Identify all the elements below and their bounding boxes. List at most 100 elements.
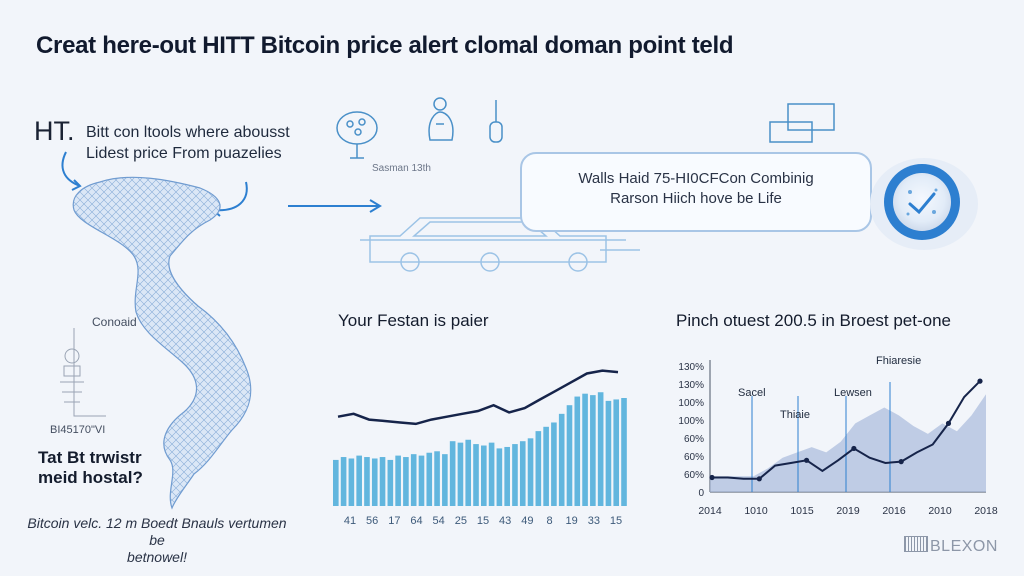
callout-line-1: Walls Haid 75-HI0CFCon Combinig bbox=[578, 170, 814, 187]
x-tick-label: 19 bbox=[566, 515, 578, 527]
x-tick-label: 56 bbox=[366, 515, 378, 527]
map-footnote: Bitcoin velc. 12 m Boedt Bnauls vertumen… bbox=[26, 515, 288, 566]
data-point bbox=[851, 445, 857, 452]
page-title: Creat here-out HITT Bitcoin price alert … bbox=[36, 32, 734, 59]
bar bbox=[457, 442, 464, 506]
bar bbox=[605, 400, 612, 506]
bar bbox=[395, 455, 401, 506]
bar bbox=[597, 392, 604, 506]
data-point bbox=[709, 474, 715, 481]
bar bbox=[465, 439, 472, 506]
bar bbox=[512, 444, 518, 506]
x-tick-label: 43 bbox=[499, 515, 511, 527]
vehicle-sketch-icon bbox=[360, 217, 640, 272]
callout-box bbox=[520, 152, 872, 232]
question-line-2: meid hostal? bbox=[38, 468, 143, 487]
bar bbox=[574, 396, 581, 506]
bar bbox=[613, 399, 620, 506]
series-line bbox=[337, 369, 619, 426]
x-tick-label: 15 bbox=[477, 515, 489, 527]
brand-mark-icon bbox=[904, 536, 928, 552]
map-leader-lines bbox=[60, 328, 106, 417]
bar bbox=[590, 395, 596, 506]
bar bbox=[418, 455, 425, 506]
x-tick-label: 2010 bbox=[928, 505, 952, 517]
bar bbox=[481, 445, 487, 506]
series-line bbox=[712, 380, 981, 480]
bar bbox=[434, 451, 440, 506]
brand-name: BLEXON bbox=[930, 538, 998, 555]
data-point bbox=[945, 420, 952, 426]
y-tick-label: 0 bbox=[698, 488, 704, 499]
icon-caption: Sasman 13th bbox=[372, 163, 431, 174]
bar bbox=[551, 422, 557, 506]
bar bbox=[387, 459, 394, 506]
bar bbox=[410, 454, 417, 506]
y-tick-label: 60% bbox=[684, 452, 704, 463]
data-point bbox=[803, 457, 810, 463]
lever-icon bbox=[489, 100, 503, 143]
documents-icon bbox=[769, 103, 835, 143]
x-tick-label: 54 bbox=[433, 515, 445, 527]
bar bbox=[364, 457, 370, 506]
bar bbox=[371, 458, 378, 506]
bar bbox=[340, 457, 347, 506]
y-tick-label: 60% bbox=[684, 470, 704, 481]
structure-icon bbox=[60, 348, 84, 403]
bar-line-chart: 41 56 17 64 54 25 15 43 49 8 19 33 15 bbox=[333, 369, 627, 527]
bar bbox=[403, 457, 409, 506]
map-question: Tat Bt trwistr meid hostal? bbox=[38, 448, 143, 488]
bar bbox=[449, 441, 456, 506]
data-point bbox=[898, 459, 904, 465]
intro-line-2: Lidest price From puazelies bbox=[86, 145, 282, 162]
y-tick-label: 100% bbox=[678, 398, 704, 409]
y-tick-label: 100% bbox=[678, 416, 704, 427]
data-point bbox=[756, 476, 762, 482]
footnote-line-1: Bitcoin velc. 12 m Boedt Bnauls vertumen… bbox=[27, 515, 287, 548]
bar bbox=[356, 455, 362, 506]
annotation-label: Lewsen bbox=[834, 387, 872, 399]
map-label-top: Conoaid bbox=[92, 315, 137, 329]
x-tick-label: 15 bbox=[610, 515, 622, 527]
bar bbox=[558, 413, 565, 506]
map-label-code: BI45170"VI bbox=[50, 424, 106, 436]
annotation-label: Sacel bbox=[738, 387, 766, 399]
bar bbox=[535, 431, 542, 506]
y-tick-label: 130% bbox=[678, 362, 704, 373]
tree-icon bbox=[336, 111, 378, 159]
check-badge-icon bbox=[870, 158, 978, 250]
bar bbox=[379, 457, 386, 506]
bar bbox=[543, 426, 549, 506]
x-tick-label: 25 bbox=[455, 515, 467, 527]
y-tick-label: 60% bbox=[684, 434, 704, 445]
bar bbox=[527, 438, 534, 506]
x-tick-label: 33 bbox=[588, 515, 600, 527]
x-tick-label: 2018 bbox=[974, 505, 998, 517]
x-tick-label: 2019 bbox=[836, 505, 860, 517]
hook-arrow-icon bbox=[61, 151, 81, 187]
x-tick-label: 1010 bbox=[744, 505, 768, 517]
data-point bbox=[977, 378, 983, 384]
x-tick-label: 41 bbox=[344, 515, 356, 527]
bar bbox=[582, 393, 588, 506]
y-tick-label: 130% bbox=[678, 380, 704, 391]
chart1-title: Your Festan is paier bbox=[338, 311, 489, 330]
x-tick-label: 2016 bbox=[882, 505, 906, 517]
bar bbox=[496, 448, 503, 506]
bar bbox=[426, 452, 433, 506]
area-series bbox=[710, 394, 986, 492]
x-tick-label: 8 bbox=[546, 515, 552, 527]
bar bbox=[621, 398, 627, 506]
bar bbox=[488, 442, 495, 506]
footnote-line-2: betnowel! bbox=[127, 549, 187, 565]
bar bbox=[442, 454, 448, 506]
x-tick-label: 17 bbox=[388, 515, 400, 527]
bar bbox=[333, 459, 339, 506]
question-line-1: Tat Bt trwistr bbox=[38, 448, 142, 467]
bar bbox=[348, 458, 355, 506]
annotation-label: Thiaie bbox=[780, 409, 810, 421]
x-tick-label: 1015 bbox=[790, 505, 814, 517]
area-line-chart: 130% 130% 100% 100% 60% 60% 60% 0 2014 1010 1015 20… bbox=[678, 355, 998, 517]
brand-logo: BLEXON bbox=[904, 536, 998, 556]
bar bbox=[519, 441, 526, 506]
